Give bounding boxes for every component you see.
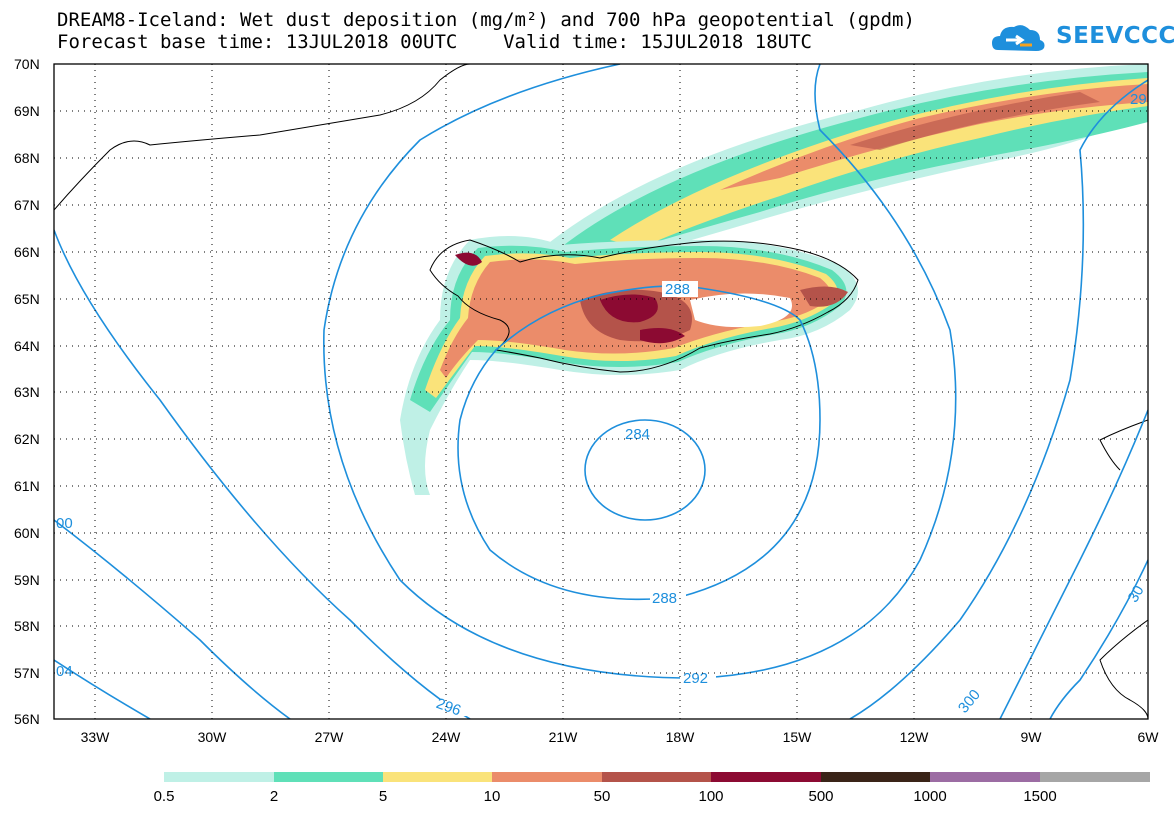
lon-label: 27W bbox=[315, 729, 345, 745]
contour-label: 292 bbox=[683, 670, 708, 687]
greenland-coastline bbox=[54, 64, 471, 211]
logo-text: SEEVCCC bbox=[1056, 23, 1175, 49]
colorbar-label: 50 bbox=[593, 788, 611, 805]
lon-label: 6W bbox=[1138, 729, 1160, 745]
cloud-icon bbox=[992, 25, 1045, 51]
colorbar-label: 2 bbox=[269, 788, 279, 805]
lon-label: 33W bbox=[81, 729, 111, 745]
colorbar-swatch bbox=[492, 772, 602, 782]
lat-label: 63N bbox=[14, 384, 40, 400]
lat-label: 64N bbox=[14, 338, 40, 354]
lon-label: 9W bbox=[1021, 729, 1043, 745]
lat-labels: 70N 69N 68N 67N 66N 65N 64N 63N 62N 61N … bbox=[14, 56, 40, 727]
lon-label: 18W bbox=[666, 729, 696, 745]
map-title-line-2: Forecast base time: 13JUL2018 00UTC Vali… bbox=[57, 31, 812, 53]
colorbar-label: 500 bbox=[808, 788, 834, 805]
lon-label: 30W bbox=[198, 729, 228, 745]
colorbar-swatch bbox=[1040, 772, 1150, 782]
lat-label: 62N bbox=[14, 431, 40, 447]
lon-labels: 33W 30W 27W 24W 21W 18W 15W 12W 9W 6W bbox=[81, 729, 1160, 745]
colorbar-label: 100 bbox=[698, 788, 724, 805]
dust-iceland bbox=[400, 236, 858, 495]
contour-label: 30 bbox=[1125, 583, 1148, 606]
norway-coastline bbox=[1099, 419, 1148, 471]
lon-label: 24W bbox=[432, 729, 462, 745]
graticule bbox=[54, 64, 1148, 719]
scotland-coastline bbox=[1099, 619, 1148, 719]
lat-label: 66N bbox=[14, 244, 40, 260]
lat-label: 57N bbox=[14, 665, 40, 681]
colorbar-label: 5 bbox=[378, 788, 388, 805]
contour-label: 04 bbox=[56, 663, 73, 680]
lat-label: 58N bbox=[14, 618, 40, 634]
lat-label: 59N bbox=[14, 572, 40, 588]
lat-label: 56N bbox=[14, 711, 40, 727]
lat-label: 68N bbox=[14, 150, 40, 166]
lat-label: 61N bbox=[14, 478, 40, 494]
contour-label: 300 bbox=[955, 686, 984, 716]
map-frame bbox=[53, 63, 1149, 720]
lon-label: 21W bbox=[549, 729, 579, 745]
lat-label: 67N bbox=[14, 197, 40, 213]
contour-label: 00 bbox=[56, 515, 73, 532]
contour-label: 288 bbox=[665, 281, 690, 298]
colorbar-swatch bbox=[821, 772, 930, 782]
colorbar-label: 0.5 bbox=[153, 788, 175, 805]
contour-label: 29 bbox=[1130, 91, 1147, 108]
map-title-line-1: DREAM8-Iceland: Wet dust deposition (mg/… bbox=[57, 9, 915, 31]
colorbar-swatch bbox=[602, 772, 711, 782]
map-layers: 288 284 288 292 296 300 00 04 29 30 bbox=[54, 64, 1148, 720]
colorbar-swatch bbox=[930, 772, 1040, 782]
lat-label: 65N bbox=[14, 291, 40, 307]
colorbar-swatch bbox=[383, 772, 492, 782]
contour-label: 288 bbox=[652, 590, 677, 607]
geopotential-contours bbox=[54, 64, 1148, 719]
colorbar-swatch bbox=[274, 772, 383, 782]
lat-label: 70N bbox=[14, 56, 40, 72]
colorbar-swatch bbox=[711, 772, 821, 782]
lat-label: 69N bbox=[14, 103, 40, 119]
lon-label: 12W bbox=[900, 729, 930, 745]
colorbar-label: 1500 bbox=[1023, 788, 1057, 805]
colorbar-label: 10 bbox=[483, 788, 501, 805]
dust-plume-northeast bbox=[540, 64, 1148, 270]
contour-labels: 288 284 288 292 296 300 00 04 29 30 bbox=[56, 91, 1148, 720]
colorbar-label: 1000 bbox=[913, 788, 947, 805]
lat-label: 60N bbox=[14, 525, 40, 541]
contour-label: 284 bbox=[625, 426, 650, 443]
lon-label: 15W bbox=[783, 729, 813, 745]
colorbar-swatch bbox=[164, 772, 274, 782]
contour-label: 296 bbox=[434, 695, 463, 720]
